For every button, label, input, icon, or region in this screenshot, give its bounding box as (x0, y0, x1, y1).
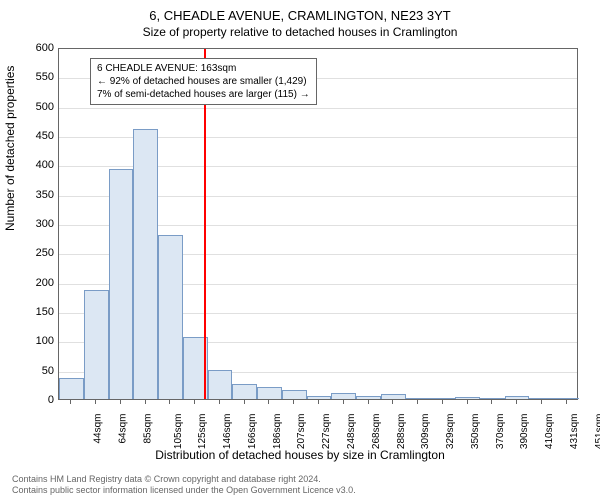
histogram-bar (554, 398, 579, 399)
ytick-label: 400 (36, 159, 54, 171)
footer-line-1: Contains HM Land Registry data © Crown c… (12, 474, 356, 485)
xtick-label: 105sqm (173, 414, 184, 450)
histogram-bar (505, 396, 530, 399)
histogram-bar (381, 394, 406, 399)
histogram-bar (257, 387, 282, 399)
histogram-bar (282, 390, 307, 399)
ytick-label: 500 (36, 101, 54, 113)
xtick-label: 248sqm (346, 414, 357, 450)
title-main: 6, CHEADLE AVENUE, CRAMLINGTON, NE23 3YT (0, 0, 600, 23)
xtick-label: 329sqm (445, 414, 456, 450)
histogram-bar (529, 398, 554, 399)
xtick-label: 85sqm (142, 414, 153, 444)
histogram-bar (84, 290, 109, 399)
ytick-label: 250 (36, 247, 54, 259)
annotation-line-3: 7% of semi-detached houses are larger (1… (97, 88, 310, 101)
xtick-label: 350sqm (470, 414, 481, 450)
histogram-bar (158, 235, 183, 399)
xtick-label: 370sqm (495, 414, 506, 450)
xtick-label: 166sqm (247, 414, 258, 450)
xtick-label: 390sqm (519, 414, 530, 450)
x-axis-label: Distribution of detached houses by size … (0, 448, 600, 462)
histogram-bar (109, 169, 134, 399)
ytick-label: 100 (36, 335, 54, 347)
annotation-line-1: 6 CHEADLE AVENUE: 163sqm (97, 62, 310, 75)
xtick-label: 288sqm (396, 414, 407, 450)
histogram-bar (356, 396, 381, 399)
histogram-bar (455, 397, 480, 399)
annotation-line-2: ← 92% of detached houses are smaller (1,… (97, 75, 310, 88)
ytick-label: 300 (36, 218, 54, 230)
ytick-label: 450 (36, 130, 54, 142)
ytick-label: 150 (36, 306, 54, 318)
histogram-bar (133, 129, 158, 399)
xtick-label: 451sqm (594, 414, 600, 450)
xtick-label: 309sqm (420, 414, 431, 450)
xtick-label: 207sqm (297, 414, 308, 450)
ytick-label: 200 (36, 277, 54, 289)
ytick-label: 50 (42, 365, 54, 377)
ytick-label: 350 (36, 189, 54, 201)
xtick-label: 125sqm (198, 414, 209, 450)
ytick-label: 550 (36, 71, 54, 83)
footer-line-2: Contains public sector information licen… (12, 485, 356, 496)
histogram-bar (480, 398, 505, 399)
title-sub: Size of property relative to detached ho… (0, 23, 600, 39)
xtick-label: 268sqm (371, 414, 382, 450)
ytick-label: 0 (48, 394, 54, 406)
xtick-label: 186sqm (272, 414, 283, 450)
footer: Contains HM Land Registry data © Crown c… (12, 474, 356, 496)
histogram-bar (59, 378, 84, 399)
histogram-bar (307, 396, 332, 399)
y-axis-label: Number of detached properties (3, 66, 17, 231)
histogram-bar (406, 398, 431, 399)
histogram-bar (208, 370, 233, 399)
histogram-bar (331, 393, 356, 399)
xtick-label: 227sqm (321, 414, 332, 450)
histogram-bar (430, 398, 455, 399)
annotation-box: 6 CHEADLE AVENUE: 163sqm ← 92% of detach… (90, 58, 317, 105)
xtick-label: 44sqm (93, 414, 104, 444)
xtick-label: 146sqm (222, 414, 233, 450)
xtick-label: 431sqm (569, 414, 580, 450)
xtick-label: 64sqm (118, 414, 129, 444)
xtick-label: 410sqm (544, 414, 555, 450)
chart-container: 6, CHEADLE AVENUE, CRAMLINGTON, NE23 3YT… (0, 0, 600, 500)
histogram-bar (232, 384, 257, 399)
ytick-label: 600 (36, 42, 54, 54)
